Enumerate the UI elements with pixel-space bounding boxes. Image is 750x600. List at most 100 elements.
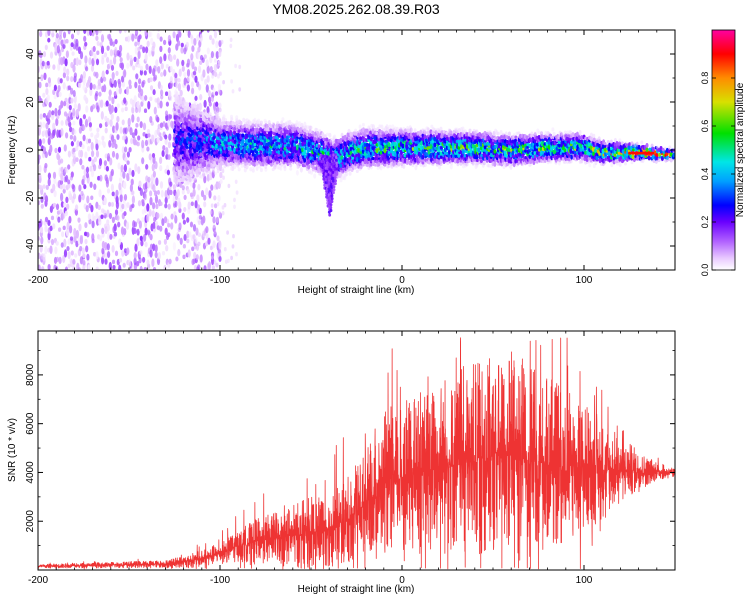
- spectrogram-cell: [70, 171, 74, 178]
- spectrogram-cell: [185, 41, 189, 48]
- spectrogram-cell: [219, 171, 223, 179]
- spectrogram-cell: [206, 75, 210, 83]
- spectrogram-cell: [487, 151, 491, 156]
- spectrogram-cell: [335, 161, 339, 165]
- spectrogram-cell: [229, 129, 233, 136]
- spectrogram-cell: [146, 128, 151, 135]
- spectrogram-cell: [421, 145, 425, 150]
- spectrogram-cell: [100, 34, 105, 43]
- spectrogram-cell: [230, 255, 234, 261]
- spectrogram-cell: [140, 101, 144, 107]
- spectrogram-cell: [227, 183, 231, 189]
- spectrogram-cell: [210, 203, 214, 208]
- spectrogram-cell: [152, 155, 156, 165]
- spectrogram-cell: [89, 125, 93, 132]
- spectrogram-cell: [131, 203, 135, 209]
- spectrogram-cell: [77, 217, 81, 223]
- spectrogram-cell: [323, 134, 327, 139]
- spectrogram-cell: [255, 161, 259, 166]
- spectrogram-cell: [91, 233, 95, 241]
- y-tick-label: 20: [25, 96, 36, 108]
- spectrogram-cell: [181, 59, 185, 67]
- spectrogram-cell: [133, 56, 137, 63]
- spectrogram-cell: [621, 149, 625, 155]
- spectrogram-cell: [68, 104, 72, 111]
- spectrogram-cell: [319, 146, 323, 151]
- spectrogram-cell: [105, 69, 109, 75]
- spectrogram-cell: [122, 262, 126, 268]
- spectrogram-cell: [179, 140, 183, 146]
- spectrogram-cell: [79, 149, 84, 158]
- spectrogram-cell: [48, 101, 52, 108]
- spectrogram-cell: [53, 94, 57, 100]
- spectrogram-cell: [126, 52, 130, 61]
- spectrogram-cell: [111, 78, 115, 84]
- spectrogram-cell: [124, 157, 128, 162]
- spectrogram-cell: [473, 158, 477, 162]
- spectrogram-cell: [70, 140, 74, 147]
- spectrogram-cell: [657, 152, 661, 157]
- spectrogram-cell: [311, 130, 315, 135]
- spectrogram-cell: [133, 257, 137, 266]
- spectrogram-cell: [267, 120, 271, 126]
- spectrogram-cell: [52, 183, 56, 192]
- spectrogram-cell: [199, 131, 203, 135]
- spectrogram-cell: [571, 132, 575, 138]
- spectrogram-cell: [44, 44, 48, 51]
- spectrogram-cell: [245, 163, 249, 170]
- spectrogram-cell: [233, 147, 237, 153]
- spectrogram-cell: [129, 183, 133, 193]
- spectrogram-cell: [566, 130, 570, 135]
- spectrogram-cell: [124, 106, 128, 112]
- spectrogram-cell: [607, 146, 611, 152]
- spectrogram-cell: [279, 150, 283, 155]
- spectrogram-cell: [54, 107, 58, 117]
- spectrogram-cell: [212, 240, 216, 248]
- spectrogram-cell: [131, 114, 135, 123]
- spectrogram-cell: [548, 132, 551, 137]
- spectrogram-cell: [479, 159, 483, 163]
- spectrogram-cell: [144, 139, 149, 147]
- spectrogram-cell: [259, 135, 263, 141]
- spectrogram-cell: [467, 157, 471, 164]
- spectrogram-cell: [271, 141, 275, 145]
- spectrogram-cell: [423, 128, 427, 133]
- spectrogram-cell: [98, 189, 102, 198]
- spectrogram-cell: [39, 226, 44, 234]
- spectrogram-cell: [201, 128, 205, 132]
- spectrogram-cell: [533, 150, 537, 155]
- colorbar: 0.00.20.40.60.8 Normalized spectral ampl…: [700, 29, 746, 276]
- spectrogram-cell: [177, 178, 181, 183]
- spectrogram-cell: [151, 163, 155, 172]
- spectrogram-cell: [216, 73, 220, 79]
- spectrogram-cell: [461, 126, 465, 132]
- spectrogram-cell: [285, 135, 289, 141]
- spectrogram-cell: [87, 145, 91, 152]
- spectrogram-cell: [118, 238, 122, 246]
- spectrogram-cell: [177, 82, 181, 92]
- spectrogram-cell: [143, 192, 147, 201]
- spectrogram-cell: [221, 211, 225, 216]
- spectrogram-cell: [329, 137, 333, 143]
- spectrogram-cell: [107, 250, 111, 259]
- spectrogram-cell: [146, 146, 150, 152]
- spectrogram-cell: [155, 203, 159, 210]
- spectrogram-cell: [238, 64, 242, 70]
- spectrogram-cell: [333, 161, 337, 165]
- spectrogram-cell: [221, 137, 225, 141]
- spectrogram-cell: [54, 246, 58, 255]
- spectrogram-cell: [251, 122, 255, 127]
- spectrogram-cell: [205, 241, 209, 247]
- spectrogram-cell: [67, 238, 71, 245]
- spectrogram-cell: [560, 131, 564, 137]
- spectrogram-cell: [195, 152, 199, 158]
- spectrogram-cell: [57, 77, 61, 85]
- spectrogram-cell: [499, 129, 503, 136]
- spectrogram-cell: [223, 203, 227, 208]
- spectrogram-cell: [80, 74, 84, 83]
- spectrogram-cell: [603, 147, 607, 152]
- spectrogram-cell: [465, 153, 469, 158]
- spectrogram-cell: [72, 108, 76, 117]
- spectrogram-cell: [58, 91, 62, 98]
- spectrogram-cell: [70, 250, 74, 256]
